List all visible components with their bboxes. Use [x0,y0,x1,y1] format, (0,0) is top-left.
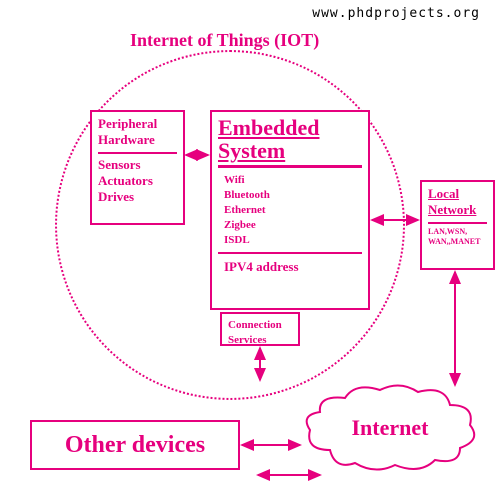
embedded-ip: IPV4 address [218,257,362,277]
peripheral-title: Peripheral Hardware [98,116,177,149]
peripheral-hardware-box: Peripheral Hardware Sensors Actuators Dr… [90,110,185,225]
divider [98,152,177,154]
local-network-sub: LAN,WSN, WAN,,MANET [428,227,487,248]
peripheral-items: Sensors Actuators Drives [98,157,177,206]
other-devices-box: Other devices [30,420,240,470]
other-devices-label: Other devices [65,432,205,459]
internet-cloud: Internet [300,380,480,475]
connection-services-box: Connection Services [220,312,300,346]
embedded-title: Embedded System [218,116,362,162]
internet-label: Internet [352,415,429,441]
divider [428,222,487,224]
divider [218,165,362,168]
local-network-title: Local Network [428,186,487,219]
local-network-box: Local Network LAN,WSN, WAN,,MANET [420,180,495,270]
connection-label: Connection Services [228,318,292,348]
divider [218,252,362,254]
embedded-system-box: Embedded System Wifi Bluetooth Ethernet … [210,110,370,310]
source-url: www.phdprojects.org [312,6,480,21]
diagram-title: Internet of Things (IOT) [130,30,319,51]
embedded-protocols: Wifi Bluetooth Ethernet Zigbee ISDL [218,171,362,249]
